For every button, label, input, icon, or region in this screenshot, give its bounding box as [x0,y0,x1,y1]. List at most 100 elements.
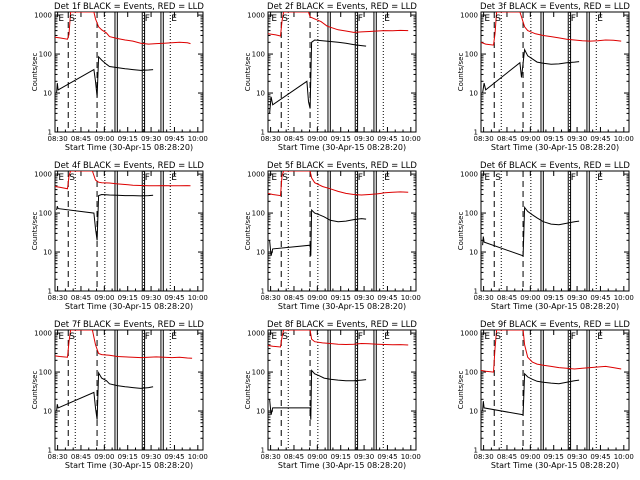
y-axis-label: Counts/sec [457,212,465,251]
x-tick-label: 09:30 [567,294,587,302]
x-tick-label: 08:45 [71,135,91,143]
y-axis-label: Counts/sec [244,53,252,92]
x-tick-label: 09:30 [567,135,587,143]
flag-label: F [358,332,363,342]
x-tick-label: 09:45 [164,453,184,461]
y-axis-label: Counts/sec [244,212,252,251]
y-tick-label: 100 [465,51,478,59]
flag-label: E [271,14,277,24]
chart-panel-5: Det 5f BLACK = Events, RED = LLD 1 10 100 10… [244,161,421,311]
flag-label: E [271,332,277,342]
x-tick-label: 09:45 [377,135,397,143]
x-tick-label: 09:00 [520,294,540,302]
x-tick-label: 09:30 [141,294,161,302]
chart-title: Det 7f BLACK = Events, RED = LLD [54,320,204,330]
chart-title: Det 6f BLACK = Events, RED = LLD [480,161,630,171]
x-tick-label: 08:30 [261,294,281,302]
series-lld-line [481,330,622,373]
x-tick-label: 09:00 [94,135,114,143]
series-events-line [482,205,580,257]
y-axis-label: Counts/sec [31,212,39,251]
chart-panel-7: Det 7f BLACK = Events, RED = LLD 1 10 100 10… [31,320,208,470]
x-tick-label: 09:15 [118,135,138,143]
y-tick-label: 10 [469,90,478,98]
x-tick-label: 08:30 [474,294,494,302]
y-tick-label: 100 [252,51,265,59]
y-tick-label: 100 [252,210,265,218]
y-tick-label: 1 [261,447,265,455]
x-tick-label: 09:45 [590,294,610,302]
series-events-line [269,208,367,256]
plot-frame [480,11,630,133]
y-axis-label: Counts/sec [244,371,252,410]
y-tick-label: 10 [256,408,265,416]
chart-panel-8: Det 8f BLACK = Events, RED = LLD 1 10 100 10… [244,320,421,470]
y-tick-label: 1 [261,288,265,296]
y-axis-label: Counts/sec [31,371,39,410]
x-tick-label: 08:45 [284,294,304,302]
flag-label: F [571,14,576,24]
flag-label: S [282,14,288,24]
y-tick-label: 1000 [247,12,265,20]
y-tick-label: 10 [43,90,52,98]
plot-frame [267,329,417,451]
flag-label: S [495,332,501,342]
y-tick-label: 1000 [247,330,265,338]
flag-label: E [597,14,603,24]
x-tick-label: 09:30 [354,135,374,143]
series-events-line [56,193,154,241]
plot-frame [54,11,204,133]
flag-label: S [495,173,501,183]
x-axis-label: Start Time (30-Apr-15 08:28:20) [65,143,193,152]
y-tick-label: 1 [261,129,265,137]
x-tick-label: 08:30 [261,135,281,143]
chart-panel-4: Det 4f BLACK = Events, RED = LLD 1 10 100 10… [31,161,208,311]
flag-label: F [571,332,576,342]
series-lld-line [55,171,191,190]
x-tick-label: 09:15 [544,135,564,143]
series-lld-line [481,12,622,46]
y-tick-label: 1 [48,447,52,455]
flag-label: S [282,332,288,342]
x-tick-label: 09:30 [354,453,374,461]
x-tick-label: 08:30 [474,453,494,461]
flag-label: E [484,173,490,183]
x-tick-label: 09:30 [567,453,587,461]
plot-frame [54,170,204,292]
flag-label: F [358,14,363,24]
flag-label: F [358,173,363,183]
y-tick-label: 10 [469,408,478,416]
flag-label: F [145,14,150,24]
y-tick-label: 1000 [34,171,52,179]
chart-title: Det 2f BLACK = Events, RED = LLD [267,2,417,12]
y-tick-label: 1000 [460,12,478,20]
series-lld-line [55,330,193,359]
chart-title: Det 1f BLACK = Events, RED = LLD [54,2,204,12]
flag-label: F [145,173,150,183]
y-tick-label: 1 [474,129,478,137]
x-tick-label: 10:00 [614,135,634,143]
y-tick-label: 100 [252,369,265,377]
flag-label: E [58,14,64,24]
flag-label: E [58,332,64,342]
y-tick-label: 1 [474,447,478,455]
x-tick-label: 08:45 [284,453,304,461]
flag-label: E [384,14,390,24]
flag-label: E [271,173,277,183]
chart-title: Det 4f BLACK = Events, RED = LLD [54,161,204,171]
x-tick-label: 09:30 [141,135,161,143]
x-tick-label: 10:00 [188,135,208,143]
chart-title: Det 9f BLACK = Events, RED = LLD [480,320,630,330]
y-tick-label: 10 [469,249,478,257]
x-tick-label: 09:45 [377,453,397,461]
plot-area [55,12,191,132]
plot-area [268,12,409,132]
y-tick-label: 10 [43,408,52,416]
plot-area [55,330,193,450]
x-axis-label: Start Time (30-Apr-15 08:28:20) [65,302,193,311]
x-tick-label: 09:00 [307,294,327,302]
x-tick-label: 10:00 [401,294,421,302]
x-tick-label: 09:45 [377,294,397,302]
x-tick-label: 09:00 [94,294,114,302]
